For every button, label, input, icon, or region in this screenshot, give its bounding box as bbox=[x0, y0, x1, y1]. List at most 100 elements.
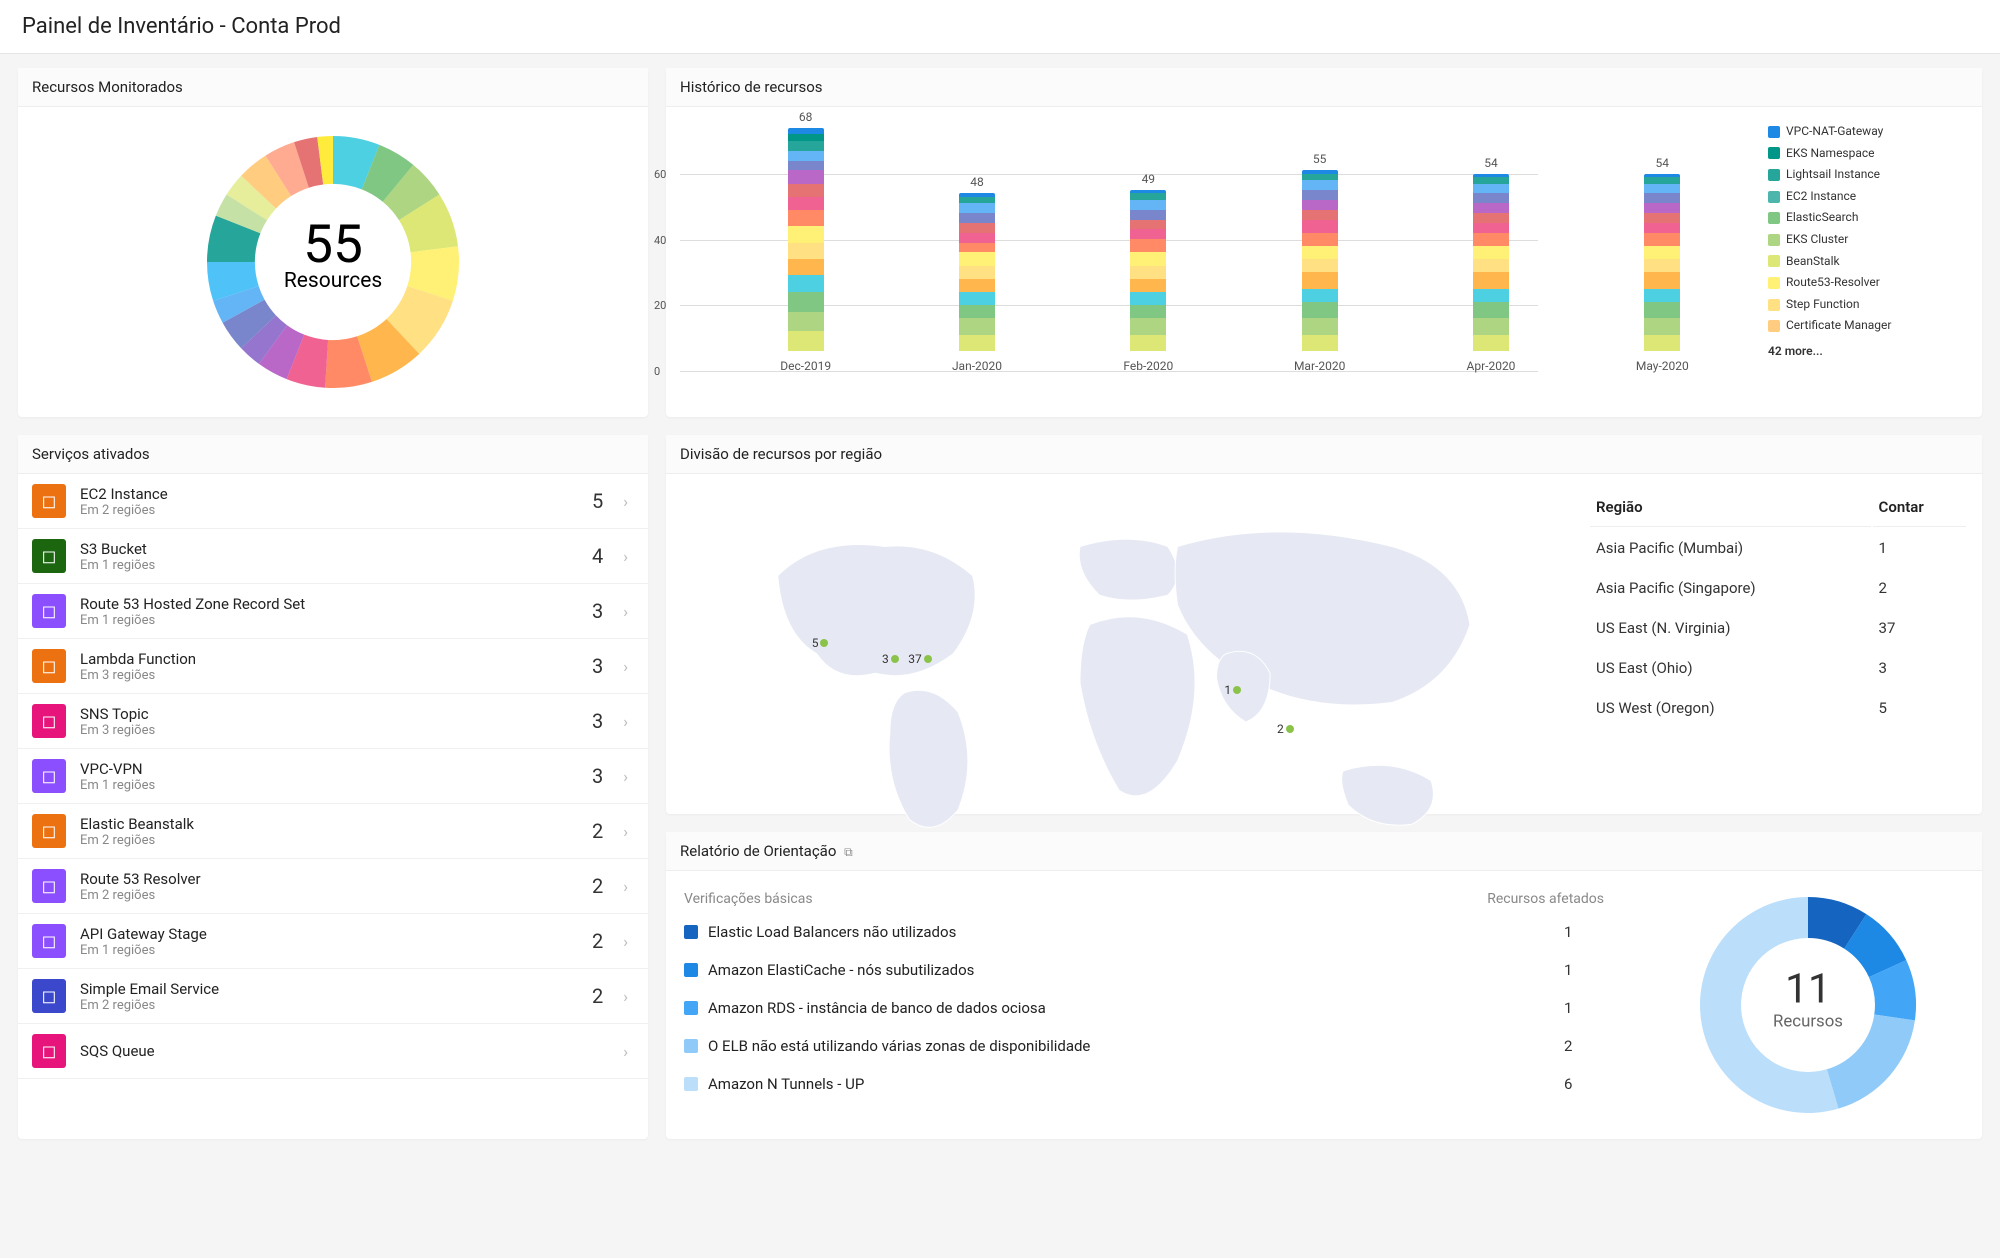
guidance-label: Amazon RDS - instância de banco de dados… bbox=[708, 999, 1564, 1017]
service-item[interactable]: ◻Elastic BeanstalkEm 2 regiões2› bbox=[18, 804, 648, 859]
legend-item[interactable]: Step Function bbox=[1768, 294, 1968, 316]
history-bar[interactable]: 49Feb-2020 bbox=[1118, 172, 1178, 373]
region-row[interactable]: US East (N. Virginia)37 bbox=[1590, 609, 1966, 647]
region-row[interactable]: US West (Oregon)5 bbox=[1590, 689, 1966, 727]
service-name: Simple Email Service bbox=[80, 980, 559, 998]
legend-item[interactable]: Certificate Manager bbox=[1768, 315, 1968, 337]
map-point[interactable]: 2 bbox=[1277, 722, 1294, 736]
service-sub: Em 3 regiões bbox=[80, 668, 559, 683]
service-item[interactable]: ◻SQS Queue› bbox=[18, 1024, 648, 1079]
service-item[interactable]: ◻Lambda FunctionEm 3 regiões3› bbox=[18, 639, 648, 694]
history-bar[interactable]: 54Apr-2020 bbox=[1461, 156, 1521, 373]
service-item[interactable]: ◻ Route 53 Hosted Zone Record SetEm 1 reg… bbox=[18, 584, 648, 639]
vpc-icon: ◻ bbox=[32, 759, 66, 793]
history-bar-label: May-2020 bbox=[1636, 359, 1689, 373]
region-th-count: Contar bbox=[1873, 490, 1966, 527]
service-count: 2 bbox=[573, 874, 603, 898]
guidance-col-affected: Recursos afetados bbox=[1487, 891, 1604, 907]
guidance-swatch bbox=[684, 925, 698, 939]
guidance-row[interactable]: Elastic Load Balancers não utilizados1 bbox=[680, 913, 1608, 951]
history-bar-label: Apr-2020 bbox=[1467, 359, 1516, 373]
guidance-donut-value: 11 bbox=[1785, 965, 1831, 1013]
chevron-right-icon: › bbox=[617, 932, 634, 951]
apigw-icon: ◻ bbox=[32, 924, 66, 958]
history-chart: 020406068Dec-201948Jan-202049Feb-202055M… bbox=[680, 121, 1748, 403]
service-sub: Em 3 regiões bbox=[80, 723, 559, 738]
service-item[interactable]: ◻Route 53 ResolverEm 2 regiões2› bbox=[18, 859, 648, 914]
history-bar-label: Feb-2020 bbox=[1123, 359, 1173, 373]
service-count: 4 bbox=[573, 544, 603, 568]
guidance-swatch bbox=[684, 963, 698, 977]
map-point[interactable]: 1 bbox=[1224, 683, 1241, 697]
chevron-right-icon: › bbox=[617, 492, 634, 511]
region-row[interactable]: Asia Pacific (Mumbai)1 bbox=[1590, 529, 1966, 567]
guidance-swatch bbox=[684, 1039, 698, 1053]
history-legend: VPC-NAT-GatewayEKS NamespaceLightsail In… bbox=[1768, 121, 1968, 363]
legend-item[interactable]: Route53-Resolver bbox=[1768, 272, 1968, 294]
guidance-value: 1 bbox=[1564, 923, 1604, 941]
legend-item[interactable]: Lightsail Instance bbox=[1768, 164, 1968, 186]
service-count: 2 bbox=[573, 984, 603, 1008]
service-item[interactable]: ◻VPC-VPNEm 1 regiões3› bbox=[18, 749, 648, 804]
guidance-label: Elastic Load Balancers não utilizados bbox=[708, 923, 1564, 941]
world-map-svg bbox=[729, 488, 1509, 878]
services-title: Serviços ativados bbox=[18, 435, 648, 474]
service-count: 3 bbox=[573, 709, 603, 733]
service-item[interactable]: ◻ API Gateway StageEm 1 regiões 2 › bbox=[18, 914, 648, 969]
service-sub: Em 2 regiões bbox=[80, 833, 559, 848]
history-bar[interactable]: 55Mar-2020 bbox=[1290, 152, 1350, 373]
service-name: API Gateway Stage bbox=[80, 925, 559, 943]
guidance-value: 1 bbox=[1564, 999, 1604, 1017]
guidance-row[interactable]: Amazon RDS - instância de banco de dados… bbox=[680, 989, 1608, 1027]
guidance-value: 2 bbox=[1564, 1037, 1604, 1055]
service-item[interactable]: ◻SNS TopicEm 3 regiões3› bbox=[18, 694, 648, 749]
guidance-row[interactable]: Amazon ElastiCache - nós subutilizados1 bbox=[680, 951, 1608, 989]
map-point[interactable]: 3 bbox=[882, 652, 899, 666]
history-bar[interactable]: 54 May-2020 bbox=[1632, 156, 1692, 373]
service-sub: Em 1 regiões bbox=[80, 613, 559, 628]
history-panel: Histórico de recursos 020406068Dec-20194… bbox=[666, 68, 1982, 417]
service-count: 2 bbox=[573, 929, 603, 953]
history-bar[interactable]: 68Dec-2019 bbox=[776, 110, 836, 373]
guidance-row[interactable]: Amazon N Tunnels - UP6 bbox=[680, 1065, 1608, 1103]
history-bar-value: 54 bbox=[1656, 156, 1670, 170]
service-sub: Em 1 regiões bbox=[80, 943, 559, 958]
service-item[interactable]: ◻EC2 InstanceEm 2 regiões5› bbox=[18, 474, 648, 529]
service-name: Lambda Function bbox=[80, 650, 559, 668]
guidance-row[interactable]: O ELB não está utilizando várias zonas d… bbox=[680, 1027, 1608, 1065]
service-count: 5 bbox=[573, 489, 603, 513]
region-th-region: Região bbox=[1590, 490, 1871, 527]
guidance-table: Verificações básicas Recursos afetados E… bbox=[680, 885, 1608, 1125]
region-row[interactable]: Asia Pacific (Singapore)2 bbox=[1590, 569, 1966, 607]
route53-icon: ◻ bbox=[32, 594, 66, 628]
map-point[interactable]: 5 bbox=[812, 636, 829, 650]
chevron-right-icon: › bbox=[617, 602, 634, 621]
service-count: 2 bbox=[573, 819, 603, 843]
chevron-right-icon: › bbox=[617, 822, 634, 841]
service-name: Route 53 Hosted Zone Record Set bbox=[80, 595, 559, 613]
chevron-right-icon: › bbox=[617, 547, 634, 566]
monitored-label: Resources bbox=[284, 269, 382, 293]
service-item[interactable]: ◻S3 BucketEm 1 regiões4› bbox=[18, 529, 648, 584]
legend-item[interactable]: EKS Cluster bbox=[1768, 229, 1968, 251]
legend-item[interactable]: ElasticSearch bbox=[1768, 207, 1968, 229]
sns-icon: ◻ bbox=[32, 704, 66, 738]
service-count: 3 bbox=[573, 599, 603, 623]
legend-item[interactable]: EC2 Instance bbox=[1768, 186, 1968, 208]
history-title: Histórico de recursos bbox=[666, 68, 1982, 107]
legend-item[interactable]: BeanStalk bbox=[1768, 251, 1968, 273]
legend-item[interactable]: VPC-NAT-Gateway bbox=[1768, 121, 1968, 143]
history-bar-label: Mar-2020 bbox=[1294, 359, 1345, 373]
monitored-panel: Recursos Monitorados 55 Resources bbox=[18, 68, 648, 417]
chevron-right-icon: › bbox=[617, 767, 634, 786]
map-point[interactable]: 37 bbox=[908, 652, 932, 666]
monitored-title: Recursos Monitorados bbox=[18, 68, 648, 107]
legend-item[interactable]: EKS Namespace bbox=[1768, 143, 1968, 165]
guidance-swatch bbox=[684, 1077, 698, 1091]
region-row[interactable]: US East (Ohio)3 bbox=[1590, 649, 1966, 687]
legend-more[interactable]: 42 more... bbox=[1768, 341, 1968, 363]
service-count: 3 bbox=[573, 764, 603, 788]
history-bar[interactable]: 48Jan-2020 bbox=[947, 175, 1007, 373]
service-item[interactable]: ◻Simple Email ServiceEm 2 regiões2› bbox=[18, 969, 648, 1024]
chevron-right-icon: › bbox=[617, 657, 634, 676]
